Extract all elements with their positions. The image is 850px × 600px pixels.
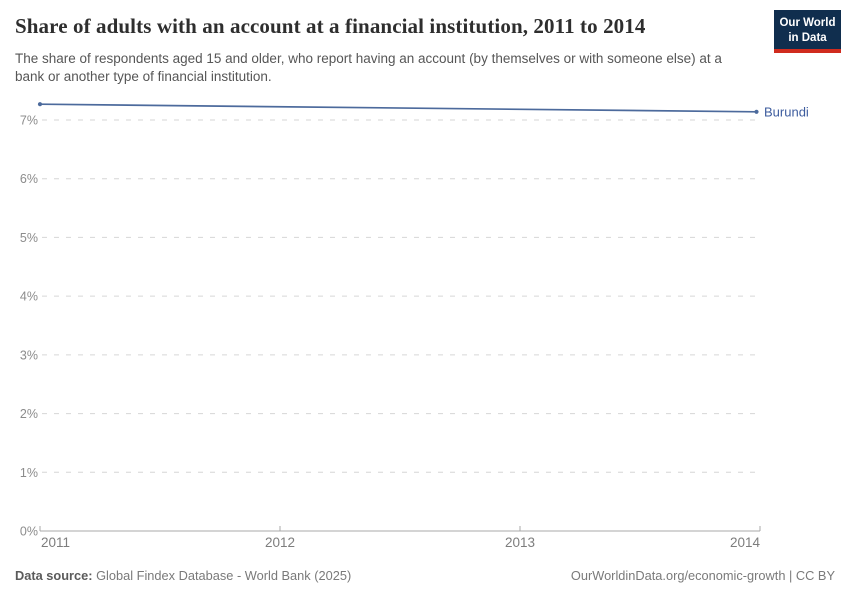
y-axis-labels: 0% 1% 2% 3% 4% 5% 6% 7% bbox=[20, 114, 38, 539]
chart-title: Share of adults with an account at a fin… bbox=[15, 14, 646, 38]
x-tick-2011: 2011 bbox=[41, 535, 70, 550]
y-tick-5: 5% bbox=[20, 231, 38, 245]
chart-footer: Data source: Global Findex Database - Wo… bbox=[15, 568, 835, 583]
burundi-line[interactable] bbox=[39, 103, 757, 113]
data-source: Data source: Global Findex Database - Wo… bbox=[15, 568, 351, 583]
data-source-label: Data source: bbox=[15, 568, 93, 583]
burundi-end-point bbox=[754, 109, 759, 114]
owid-logo[interactable]: Our World in Data bbox=[774, 10, 841, 53]
owid-logo-line2: in Data bbox=[788, 31, 827, 44]
owid-url-link[interactable]: OurWorldinData.org/economic-growth | CC … bbox=[570, 568, 835, 583]
y-tick-7: 7% bbox=[20, 114, 38, 128]
y-tick-1: 1% bbox=[20, 466, 38, 480]
x-tick-2012: 2012 bbox=[265, 535, 295, 550]
series-burundi[interactable]: Burundi bbox=[37, 102, 809, 119]
gridlines bbox=[42, 119, 760, 473]
entity-label-burundi[interactable]: Burundi bbox=[764, 104, 809, 119]
x-tick-2013: 2013 bbox=[505, 535, 535, 550]
owid-logo-line1: Our World bbox=[779, 17, 836, 29]
data-source-text: Global Findex Database - World Bank (202… bbox=[96, 568, 352, 583]
x-tick-2014: 2014 bbox=[730, 535, 761, 550]
burundi-start-point bbox=[37, 102, 43, 107]
y-tick-2: 2% bbox=[20, 407, 38, 421]
y-tick-0: 0% bbox=[20, 525, 38, 539]
x-axis-labels: 2011 2012 2013 2014 bbox=[41, 535, 760, 550]
x-axis bbox=[39, 526, 761, 532]
y-tick-4: 4% bbox=[20, 290, 38, 304]
y-tick-3: 3% bbox=[20, 348, 38, 362]
chart-subtitle: The share of respondents aged 15 and old… bbox=[15, 51, 722, 84]
y-tick-6: 6% bbox=[20, 172, 38, 186]
line-chart-plot: 0% 1% 2% 3% 4% 5% 6% 7% 2011 2012 2013 2… bbox=[20, 102, 809, 550]
